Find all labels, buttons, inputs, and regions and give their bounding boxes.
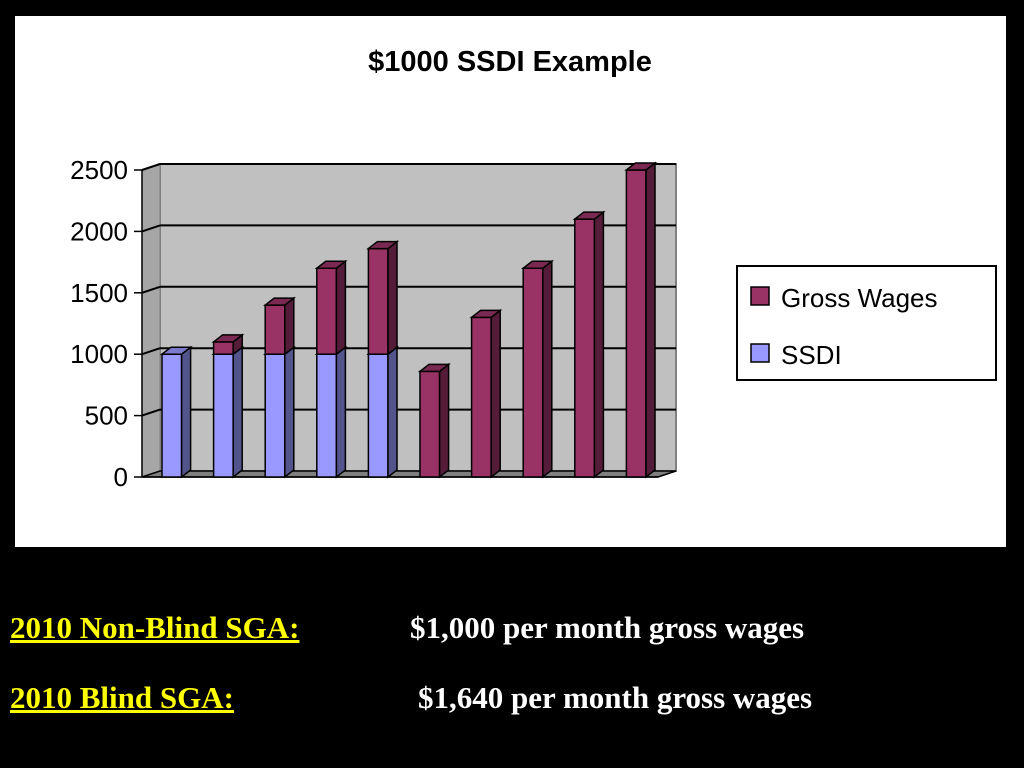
sga-label-non-blind: 2010 Non-Blind SGA:	[10, 610, 300, 645]
chart-title: $1000 SSDI Example	[368, 46, 652, 78]
sga-label-blind: 2010 Blind SGA:	[10, 680, 234, 715]
sga-row-blind: 2010 Blind SGA: $1,640 per month gross w…	[10, 680, 812, 716]
legend-label: Gross Wages	[781, 283, 938, 313]
chart-panel: $1000 SSDI Example 0 500 1000 1500 2000 2500 …	[15, 16, 1006, 547]
bar-segment-gross-wages	[211, 333, 245, 356]
bar-segment-ssdi	[366, 345, 400, 479]
bar-segment-ssdi	[314, 345, 348, 479]
plot-area: 0 500 1000 1500 2000 2500	[70, 155, 677, 492]
gridline-depth	[141, 347, 161, 356]
bar-segment-gross-wages	[314, 259, 348, 356]
bar-segment-gross-wages	[263, 296, 296, 356]
bar-segment-gross-wages	[624, 161, 658, 479]
bar-segment-gross-wages	[572, 210, 606, 479]
y-tick-label: 2000	[70, 216, 128, 246]
y-tick-label: 2500	[70, 155, 128, 185]
legend-item-gross-wages: Gross Wages	[750, 283, 938, 313]
legend-box	[736, 265, 997, 381]
legend-label: SSDI	[781, 340, 842, 370]
plot-side-wall	[141, 163, 161, 478]
bar-segment-gross-wages	[521, 259, 554, 479]
y-tick-label: 1500	[70, 278, 128, 308]
bar-segment-gross-wages	[469, 308, 503, 479]
legend-swatch	[750, 343, 770, 363]
legend: Gross Wages SSDI	[736, 265, 997, 381]
gridline-depth	[141, 285, 161, 294]
bar-segment-ssdi	[263, 345, 296, 479]
gridline-depth	[141, 163, 161, 171]
sga-value-blind: $1,640 per month gross wages	[418, 680, 813, 715]
y-tick-label: 500	[85, 401, 128, 431]
bar-segment-ssdi	[159, 345, 193, 479]
sga-value-non-blind: $1,000 per month gross wages	[410, 610, 805, 645]
y-tick-label: 1000	[70, 339, 128, 369]
sga-row-non-blind: 2010 Non-Blind SGA: $1,000 per month gro…	[10, 610, 804, 646]
bar-segment-ssdi	[211, 345, 245, 479]
bar-segment-gross-wages	[417, 362, 451, 479]
y-tick-label: 0	[114, 462, 128, 492]
legend-swatch	[750, 286, 770, 306]
bar-chart: $1000 SSDI Example 05001000150020002500 …	[70, 46, 997, 492]
legend-item-ssdi: SSDI	[750, 340, 842, 370]
gridline-depth	[141, 408, 161, 417]
bar-segment-gross-wages	[366, 240, 400, 356]
gridline-depth	[141, 224, 161, 233]
